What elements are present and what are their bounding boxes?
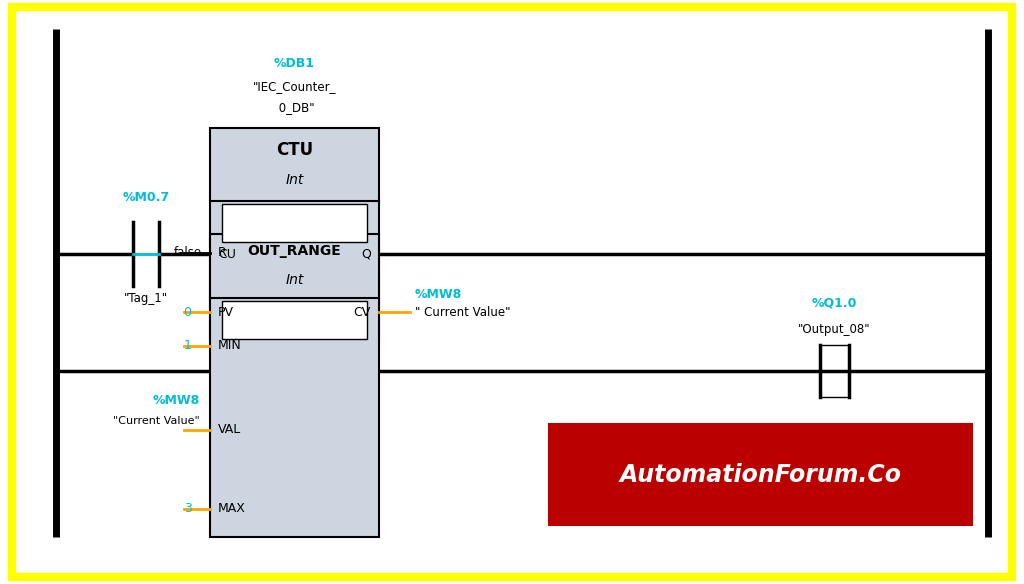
Bar [222,204,367,242]
Text: %Q1.0: %Q1.0 [812,297,857,310]
Text: OUT_RANGE: OUT_RANGE [248,244,341,258]
Text: VAL: VAL [218,423,242,436]
Text: %M0.7: %M0.7 [122,192,170,204]
Bar [210,234,379,537]
Text: %MW8: %MW8 [415,288,462,301]
Bar [210,128,379,339]
Text: "Current Value": "Current Value" [113,416,200,426]
Text: Int: Int [286,273,303,287]
Text: MAX: MAX [218,502,246,515]
Text: " Current Value": " Current Value" [415,306,510,319]
Text: "IEC_Counter_: "IEC_Counter_ [253,81,336,93]
Text: CU: CU [218,248,236,260]
Text: MIN: MIN [218,339,242,352]
Bar [222,301,367,339]
Text: "Output_08": "Output_08" [799,323,870,336]
Text: false: false [174,246,202,259]
Text: %DB1: %DB1 [273,57,315,70]
Text: 0: 0 [183,306,191,319]
Text: Q: Q [360,248,371,260]
Text: "Tag_1": "Tag_1" [124,292,168,305]
Text: PV: PV [218,306,234,319]
Bar [548,423,973,526]
Text: 0_DB": 0_DB" [274,101,314,114]
Text: AutomationForum.Co: AutomationForum.Co [620,463,901,486]
Text: CTU: CTU [275,141,313,159]
Text: Int: Int [286,173,303,186]
Text: %MW8: %MW8 [153,394,200,407]
Text: CV: CV [353,306,371,319]
Text: 3: 3 [183,502,191,515]
Text: 1: 1 [183,339,191,352]
Text: R: R [218,246,227,259]
